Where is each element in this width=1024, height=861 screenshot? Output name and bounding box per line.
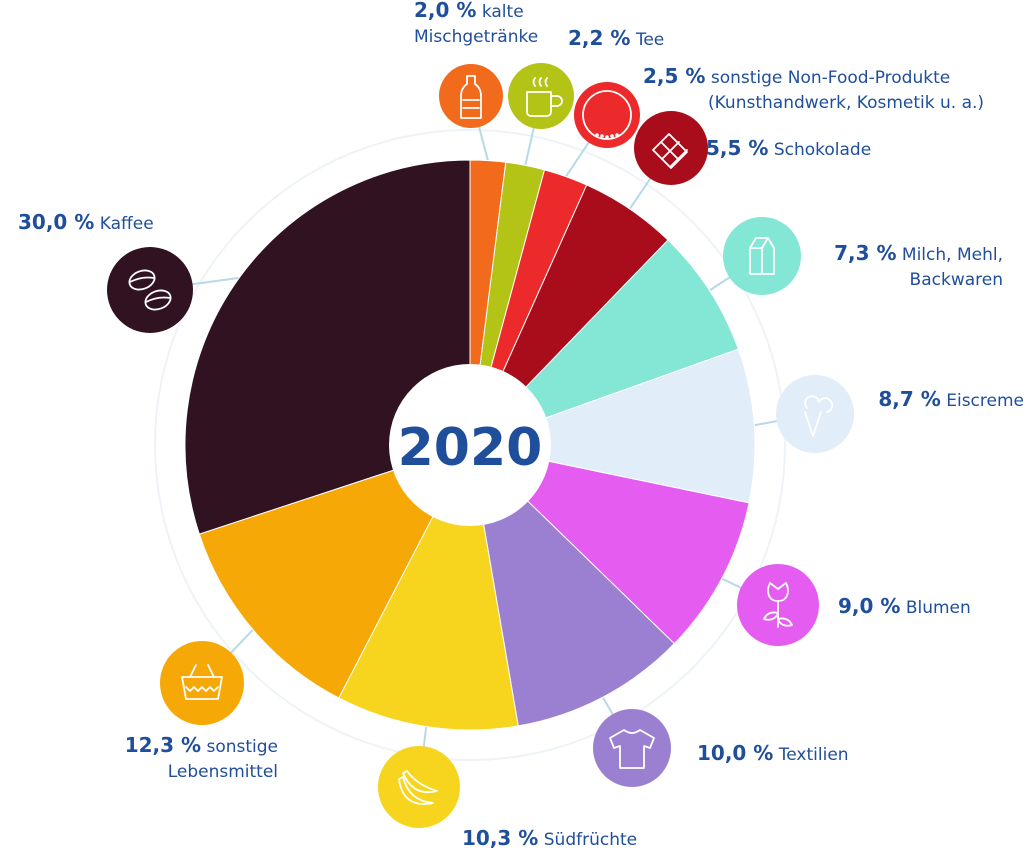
slice-value-label: 10,3 % (462, 826, 538, 850)
rose-icon (737, 564, 819, 646)
slice-label: 7,3 % Milch, Mehl, (834, 241, 1003, 265)
slice-category-label: kalte (476, 2, 523, 22)
slice-label: 8,7 % Eiscreme (878, 387, 1024, 411)
slice-value-label: 7,3 % (834, 241, 896, 265)
slice-category-label: Südfrüchte (538, 830, 637, 850)
tea-cup-icon (508, 63, 574, 129)
slice-category-label: Kaffee (94, 214, 153, 234)
slice-label: 10,0 % Textilien (697, 741, 849, 765)
slice-category-label: Blumen (900, 598, 970, 618)
slice-category-label-line2: Lebensmittel (168, 762, 278, 782)
slice-value-label: 2,5 % (643, 64, 705, 88)
pie-slice (469, 239, 740, 446)
slice-value-label: 2,2 % (568, 26, 630, 50)
slice-category-label-line2: (Kunsthandwerk, Kosmetik u. a.) (708, 93, 984, 113)
slice-category-label: Tee (630, 30, 664, 50)
slice-value-label: 10,0 % (697, 741, 773, 765)
pie-slice (468, 348, 756, 504)
slice-value-label: 8,7 % (878, 387, 940, 411)
chart-title: 2020 (398, 418, 543, 478)
slice-value-label: 30,0 % (18, 210, 94, 234)
slice-category-label: Textilien (773, 745, 848, 765)
bottle-icon (439, 64, 503, 128)
banana-icon (378, 746, 460, 828)
slice-category-label: Milch, Mehl, (897, 245, 1003, 265)
outer-ring (154, 129, 786, 761)
slice-category-label: Eiscreme (941, 391, 1024, 411)
chocolate-icon (634, 111, 708, 185)
slice-label: 2,2 % Tee (568, 26, 664, 50)
necklace-icon (574, 82, 640, 148)
coffee-bean-icon (107, 247, 193, 333)
ice-cream-icon (776, 375, 854, 453)
slice-value-label: 5,5 % (706, 136, 768, 160)
slice-category-label-line2: Backwaren (910, 270, 1003, 290)
slice-label: 30,0 % Kaffee (18, 210, 154, 234)
slice-label: 9,0 % Blumen (838, 594, 971, 618)
center-hole (389, 364, 551, 526)
basket-icon (160, 641, 244, 725)
slice-label: 5,5 % Schokolade (706, 136, 871, 160)
slice-category-label: Schokolade (768, 140, 871, 160)
slice-category-label: sonstige (201, 737, 278, 757)
slice-value-label: 2,0 % (414, 0, 476, 22)
pie-slice (469, 443, 676, 727)
slice-label: 12,3 % sonstige (125, 733, 278, 757)
slice-category-label-line2: Mischgetränke (414, 27, 538, 47)
pie-slice (468, 444, 750, 645)
slice-label: 10,3 % Südfrüchte (462, 826, 637, 850)
slice-label: 2,0 % kalte (414, 0, 524, 22)
shirt-icon (593, 709, 671, 787)
milk-carton-icon (723, 217, 801, 295)
slice-value-label: 9,0 % (838, 594, 900, 618)
slice-category-label: sonstige Non-Food-Produkte (705, 68, 950, 88)
pie-slice (198, 444, 472, 699)
slice-value-label: 12,3 % (125, 733, 201, 757)
slice-label: 2,5 % sonstige Non-Food-Produkte (643, 64, 950, 88)
